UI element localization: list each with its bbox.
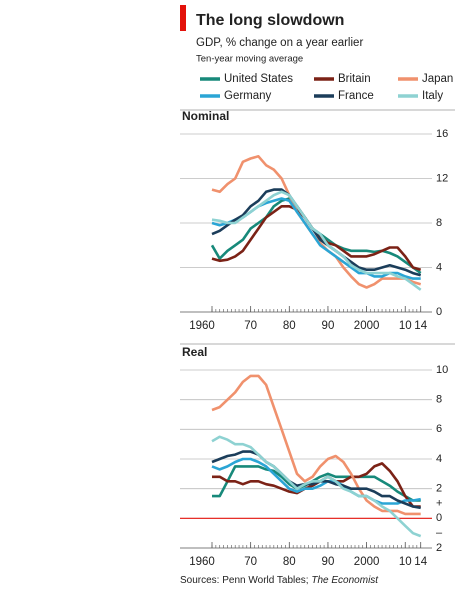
- x-tick-label: 10: [399, 556, 412, 568]
- y-tick-label: 10: [436, 364, 448, 376]
- x-tick-label: 90: [322, 320, 335, 332]
- legend-label: United States: [224, 73, 293, 85]
- y-tick-label: 12: [436, 172, 448, 184]
- series-line: [211, 188, 422, 277]
- series-line: [211, 190, 422, 291]
- source: Sources: Penn World Tables; The Economis…: [180, 575, 379, 586]
- note: Ten-year moving average: [196, 54, 303, 65]
- y-tick-label: 16: [436, 128, 448, 140]
- x-tick-label: 70: [244, 556, 257, 568]
- sign-annotation: +: [436, 497, 442, 509]
- x-tick-label: 2000: [354, 556, 380, 568]
- series-line: [211, 450, 421, 510]
- x-tick-label: 14: [414, 556, 427, 568]
- x-tick-label: 90: [322, 556, 335, 568]
- legend-label: France: [338, 90, 374, 102]
- sign-annotation: –: [436, 527, 443, 539]
- y-tick-label: 4: [436, 261, 442, 273]
- x-tick-label: 1960: [189, 320, 215, 332]
- chart-title: The long slowdown: [196, 12, 344, 29]
- x-tick-label: 80: [283, 320, 296, 332]
- x-tick-label: 70: [244, 320, 257, 332]
- y-tick-label: 2: [436, 483, 442, 495]
- x-tick-label: 14: [414, 320, 427, 332]
- series-line: [211, 457, 421, 505]
- series-line: [211, 374, 421, 516]
- y-tick-label: 0: [436, 306, 442, 318]
- y-tick-label: 0: [436, 512, 442, 524]
- accent-bar: [180, 5, 186, 31]
- panel-title: Real: [182, 345, 207, 359]
- y-tick-label: 8: [436, 394, 442, 406]
- series-line: [211, 435, 422, 538]
- y-tick-label: 2: [436, 542, 442, 554]
- y-tick-label: 4: [436, 453, 442, 465]
- source-text: Sources: Penn World Tables;: [180, 575, 311, 586]
- panel-title: Nominal: [182, 109, 229, 123]
- legend-label: Italy: [422, 90, 443, 102]
- legend-label: Japan: [422, 73, 453, 85]
- legend-label: Germany: [224, 90, 272, 102]
- x-tick-label: 1960: [189, 556, 215, 568]
- x-tick-label: 80: [283, 556, 296, 568]
- y-tick-label: 8: [436, 217, 442, 229]
- legend-label: Britain: [338, 73, 371, 85]
- series-line: [212, 465, 421, 502]
- x-tick-label: 2000: [354, 320, 380, 332]
- y-tick-label: 6: [436, 423, 442, 435]
- subtitle: GDP, % change on a year earlier: [196, 37, 363, 49]
- x-tick-label: 10: [399, 320, 412, 332]
- source-italic: The Economist: [311, 575, 379, 586]
